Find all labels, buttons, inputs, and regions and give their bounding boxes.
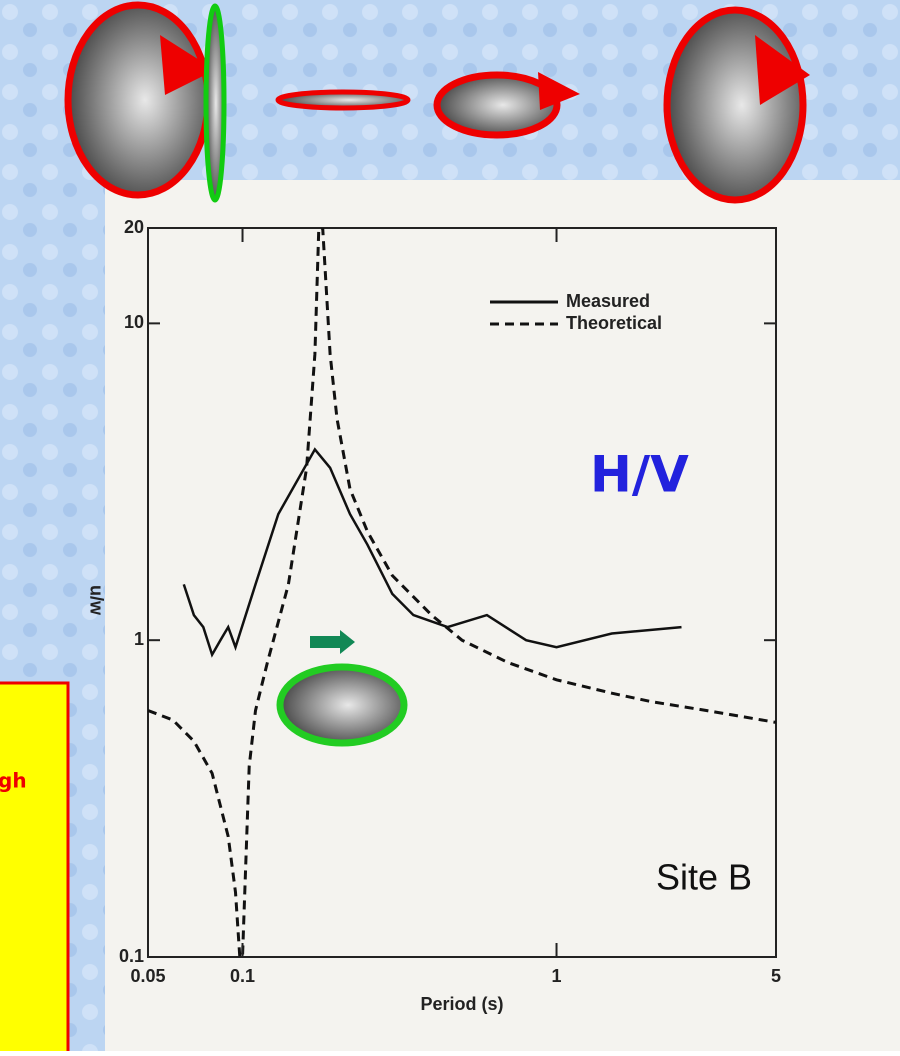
y-tick-label: 0.1 [119,946,144,966]
callout-box [0,681,70,1056]
x-tick-label: 0.05 [130,966,165,986]
legend-label: Measured [566,291,650,311]
x-axis-label: Period (s) [420,994,503,1014]
x-tick-label: 1 [552,966,562,986]
y-axis-label: u/w [86,585,106,616]
legend-label: Theoretical [566,313,662,333]
series-line [182,447,682,658]
callout-text: gh [0,769,27,793]
x-tick-label: 5 [771,966,781,986]
y-tick-label: 10 [124,312,144,332]
figure-panel [105,180,900,1051]
y-tick-label: 1 [134,629,144,649]
annotation: H/V [590,446,689,504]
annotation: Site B [656,857,752,898]
x-tick-label: 0.1 [230,966,255,986]
motion-icons [64,1,810,747]
plot-frame [147,227,777,958]
plot-area [148,228,776,957]
series-line [148,228,776,957]
y-tick-label: 20 [124,217,144,237]
